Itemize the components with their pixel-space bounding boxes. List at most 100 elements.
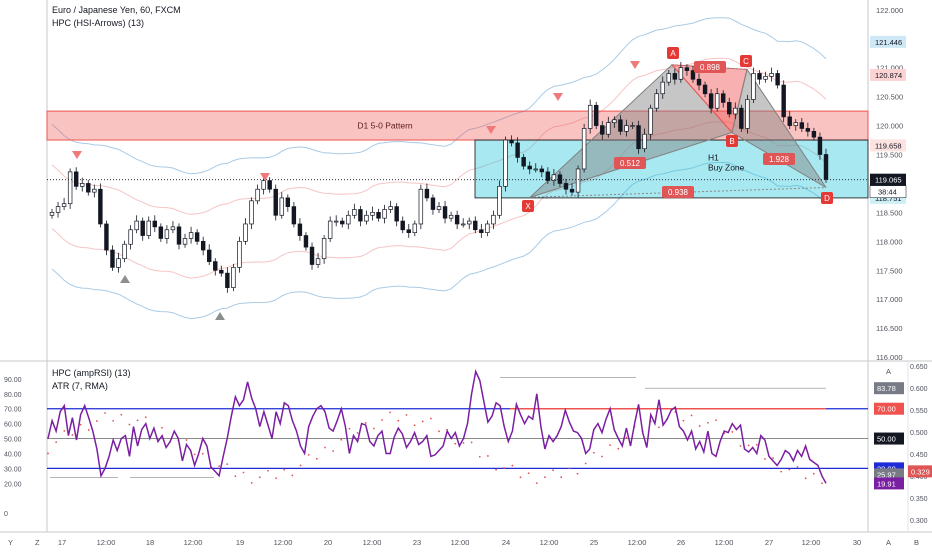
candle[interactable] — [527, 165, 532, 170]
candle[interactable] — [781, 84, 786, 118]
candle[interactable] — [188, 232, 194, 239]
candle[interactable] — [539, 168, 545, 173]
candle[interactable] — [158, 226, 164, 239]
candle[interactable] — [382, 209, 387, 219]
candle[interactable] — [575, 168, 581, 193]
candle[interactable] — [243, 223, 248, 242]
candle[interactable] — [763, 76, 768, 80]
candle[interactable] — [255, 188, 260, 202]
candle[interactable] — [448, 214, 454, 219]
candle[interactable] — [237, 240, 242, 268]
candle[interactable] — [164, 229, 170, 239]
point-b-label[interactable]: B — [726, 135, 738, 147]
candle[interactable] — [418, 188, 424, 225]
candle[interactable] — [231, 267, 236, 288]
candle[interactable] — [612, 119, 617, 124]
candle[interactable] — [67, 171, 73, 205]
candle[interactable] — [346, 214, 351, 225]
candle[interactable] — [297, 223, 303, 236]
candle[interactable] — [594, 104, 599, 126]
candle[interactable] — [412, 223, 418, 234]
candle[interactable] — [333, 220, 339, 223]
candle[interactable] — [630, 125, 635, 127]
candle[interactable] — [521, 157, 526, 167]
candle[interactable] — [225, 272, 230, 288]
candle[interactable] — [55, 206, 61, 213]
candle[interactable] — [654, 93, 659, 109]
candle[interactable] — [557, 174, 563, 184]
candle[interactable] — [600, 125, 605, 135]
candle[interactable] — [733, 107, 738, 115]
candle[interactable] — [811, 130, 817, 138]
candle[interactable] — [727, 102, 732, 115]
candle[interactable] — [702, 84, 708, 95]
atr-indicator-title[interactable]: ATR (7, RMA) — [52, 381, 108, 391]
candle[interactable] — [454, 214, 460, 225]
candle[interactable] — [430, 197, 436, 210]
candle[interactable] — [515, 142, 520, 158]
candle[interactable] — [569, 188, 575, 193]
candle[interactable] — [200, 240, 206, 251]
candle[interactable] — [134, 220, 139, 231]
candle[interactable] — [327, 220, 333, 239]
candle[interactable] — [303, 235, 309, 248]
candle[interactable] — [533, 168, 538, 171]
candle[interactable] — [769, 73, 774, 77]
candle[interactable] — [92, 188, 97, 193]
candle[interactable] — [61, 203, 67, 207]
candle[interactable] — [249, 200, 254, 225]
candle[interactable] — [49, 212, 55, 216]
point-a-label[interactable]: A — [667, 47, 679, 59]
candle[interactable] — [460, 223, 466, 226]
candle[interactable] — [684, 67, 690, 71]
candle[interactable] — [194, 232, 200, 242]
candle[interactable] — [424, 188, 430, 199]
candle[interactable] — [394, 206, 399, 222]
candle[interactable] — [678, 67, 684, 80]
point-x-label[interactable]: X — [522, 200, 534, 212]
candle[interactable] — [648, 107, 653, 135]
candle[interactable] — [817, 136, 823, 155]
candle[interactable] — [376, 212, 381, 219]
candle[interactable] — [340, 220, 345, 225]
candle[interactable] — [473, 220, 478, 231]
candle[interactable] — [757, 73, 762, 80]
candle[interactable] — [563, 183, 569, 190]
candle[interactable] — [503, 139, 508, 187]
candle[interactable] — [364, 214, 369, 222]
candle[interactable] — [690, 70, 696, 80]
point-c-label[interactable]: C — [740, 55, 752, 67]
candle[interactable] — [207, 249, 212, 262]
candle[interactable] — [696, 78, 702, 86]
candle[interactable] — [176, 226, 182, 245]
candle[interactable] — [497, 185, 502, 216]
candle[interactable] — [279, 197, 284, 216]
candle[interactable] — [104, 223, 109, 251]
candle[interactable] — [751, 73, 756, 100]
candle[interactable] — [80, 183, 85, 187]
candle[interactable] — [261, 180, 266, 190]
candle[interactable] — [739, 107, 744, 129]
candle[interactable] — [666, 73, 671, 83]
candle[interactable] — [720, 93, 726, 103]
candle[interactable] — [672, 73, 678, 80]
candle[interactable] — [315, 258, 321, 265]
candle[interactable] — [73, 171, 79, 187]
rsi-indicator-title[interactable]: HPC (ampRSI) (13) — [52, 368, 131, 378]
candle[interactable] — [823, 154, 829, 180]
candle[interactable] — [660, 81, 665, 95]
candle[interactable] — [122, 243, 127, 260]
candle[interactable] — [370, 212, 375, 216]
candle[interactable] — [273, 188, 278, 216]
candle[interactable] — [146, 220, 151, 236]
candle[interactable] — [170, 226, 176, 231]
candle[interactable] — [787, 116, 792, 126]
candle[interactable] — [219, 269, 224, 274]
candle[interactable] — [110, 249, 115, 268]
candle[interactable] — [321, 238, 327, 260]
candle[interactable] — [745, 99, 750, 129]
symbol-title[interactable]: Euro / Japanese Yen, 60, FXCM — [52, 5, 181, 15]
candle[interactable] — [551, 174, 557, 181]
candle[interactable] — [587, 104, 593, 129]
